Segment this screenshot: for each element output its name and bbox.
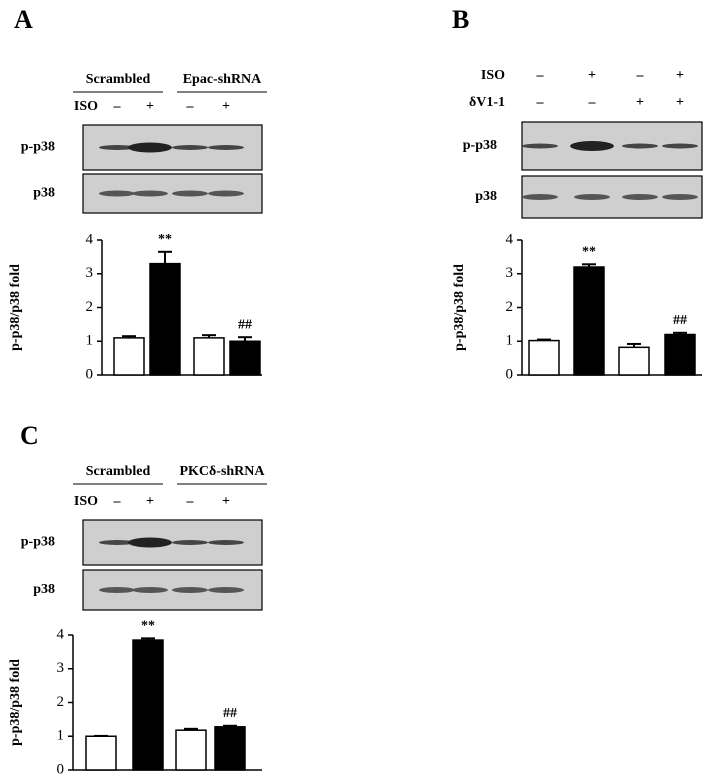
condition-sign: + (676, 68, 684, 83)
condition-sign: + (222, 99, 230, 114)
blot-band (99, 540, 135, 545)
condition-sign: – (636, 68, 645, 83)
bar (229, 340, 261, 376)
panel-label: C (20, 421, 39, 450)
blot-band (99, 145, 135, 150)
y-tick-label: 1 (57, 728, 65, 744)
bar (149, 262, 181, 376)
blot-band (622, 143, 658, 149)
blot-band (172, 145, 208, 150)
bar (528, 339, 560, 376)
condition-sign: + (676, 95, 684, 110)
y-tick-label: 4 (86, 231, 94, 247)
condition-sign: – (113, 99, 122, 114)
bar (618, 346, 650, 376)
blot-label: p-p38 (21, 535, 55, 550)
blot-band (172, 190, 208, 197)
blot-label: p38 (33, 582, 55, 597)
significance-label: ## (223, 706, 237, 721)
panel-label: B (452, 5, 469, 34)
bar (85, 735, 117, 771)
blot-band (99, 587, 135, 593)
condition-sign: – (113, 494, 122, 509)
bar (132, 639, 164, 771)
bar (113, 337, 145, 376)
blot-band (574, 194, 610, 200)
significance-label: ## (673, 313, 687, 328)
condition-sign: + (588, 68, 596, 83)
y-axis-label: p-p38/p38 fold (8, 264, 23, 351)
condition-sign: – (588, 95, 597, 110)
bar (193, 337, 225, 376)
blot-band (128, 142, 172, 153)
y-tick-label: 0 (57, 761, 65, 777)
y-tick-label: 2 (57, 694, 65, 710)
blot-label: p-p38 (463, 138, 497, 153)
blot-band (622, 194, 658, 200)
blot-band (208, 540, 244, 545)
significance-label: ## (238, 317, 252, 332)
condition-sign: + (146, 99, 154, 114)
blot-band (662, 143, 698, 149)
y-tick-label: 1 (506, 333, 514, 349)
y-axis-label: p-p38/p38 fold (452, 264, 467, 351)
group-label: Epac-shRNA (183, 72, 262, 87)
condition-sign: – (536, 95, 545, 110)
y-tick-label: 1 (86, 333, 94, 349)
blot-band (570, 141, 614, 151)
y-tick-label: 0 (86, 366, 94, 382)
y-tick-label: 4 (57, 626, 65, 642)
condition-label: ISO (74, 494, 98, 509)
significance-label: ** (141, 619, 155, 634)
y-tick-label: 3 (86, 265, 94, 281)
blot-label: p38 (475, 189, 497, 204)
bar (214, 726, 246, 771)
condition-label: ISO (481, 68, 505, 83)
condition-sign: + (146, 494, 154, 509)
blot-band (172, 540, 208, 545)
blot-band (128, 537, 172, 548)
condition-sign: – (536, 68, 545, 83)
blot-label: p-p38 (21, 140, 55, 155)
condition-sign: + (222, 494, 230, 509)
blot-band (208, 145, 244, 150)
condition-label: ISO (74, 99, 98, 114)
blot-label: p38 (33, 186, 55, 201)
blot-band (172, 587, 208, 593)
condition-sign: + (636, 95, 644, 110)
blot-band (662, 194, 698, 200)
condition-sign: – (186, 494, 195, 509)
blot-band (522, 194, 558, 200)
blot-band (208, 190, 244, 197)
blot-band (208, 587, 244, 593)
y-axis-label: p-p38/p38 fold (8, 659, 23, 746)
blot-band (522, 143, 558, 149)
bar (573, 266, 605, 376)
condition-label: δV1-1 (469, 95, 505, 110)
group-label: Scrambled (86, 464, 151, 479)
y-tick-label: 3 (57, 660, 65, 676)
bar (175, 729, 207, 771)
group-label: Scrambled (86, 72, 151, 87)
blot-band (132, 190, 168, 197)
bar (664, 333, 696, 376)
blot-band (132, 587, 168, 593)
significance-label: ** (582, 245, 596, 260)
blot-band (99, 190, 135, 197)
panel-label: A (14, 5, 33, 34)
y-tick-label: 0 (506, 366, 514, 382)
y-tick-label: 2 (506, 299, 514, 315)
y-tick-label: 4 (506, 231, 514, 247)
y-tick-label: 2 (86, 299, 94, 315)
group-label: PKCδ-shRNA (179, 464, 265, 479)
y-tick-label: 3 (506, 265, 514, 281)
condition-sign: – (186, 99, 195, 114)
significance-label: ** (158, 232, 172, 247)
